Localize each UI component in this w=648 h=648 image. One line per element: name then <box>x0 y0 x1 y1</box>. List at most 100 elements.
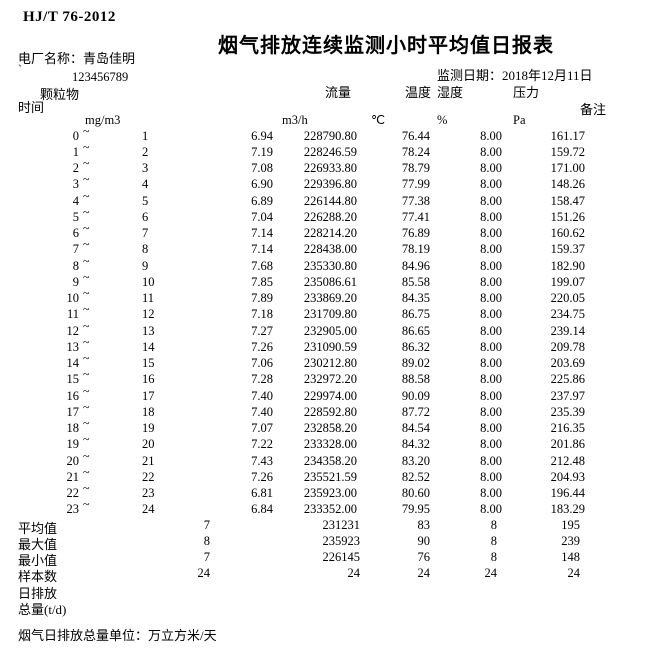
table-row: 8 ~ 9 7.68 235330.80 84.96 8.00 182.90 <box>0 254 648 275</box>
unit-pressure: Pa <box>513 113 526 127</box>
hour-end: 16 <box>142 372 155 387</box>
hour-end: 18 <box>142 404 155 419</box>
summary-humidity-value: 8 <box>490 550 497 565</box>
humidity-value: 8.00 <box>480 421 502 435</box>
summary-flow-value: 24 <box>347 566 361 581</box>
summary-humidity-value: 8 <box>490 517 497 532</box>
tilde-separator: ~ <box>83 302 90 317</box>
flow-value: 230212.80 <box>303 356 357 370</box>
humidity-value: 8.00 <box>480 226 502 240</box>
humidity-value: 8.00 <box>480 161 502 175</box>
humidity-value: 8.00 <box>480 274 502 289</box>
humidity-value: 8.00 <box>480 339 502 354</box>
summary-pressure-value: 239 <box>561 533 580 548</box>
flow-value: 229396.80 <box>303 177 357 192</box>
humidity-value: 8.00 <box>480 356 502 370</box>
hour-start: 4 <box>72 193 79 208</box>
table-row: 15 ~ 16 7.28 232972.20 88.58 8.00 225.86 <box>0 367 648 388</box>
hour-start: 18 <box>66 421 80 435</box>
flow-value: 233328.00 <box>303 437 357 452</box>
pm-value: 7.26 <box>251 469 273 484</box>
flow-value: 229974.00 <box>303 388 357 403</box>
flow-value: 228592.80 <box>303 404 357 419</box>
plant-code: 123456789 <box>72 70 129 84</box>
column-header-flow: 流量 <box>325 85 352 100</box>
summary-temperature-value: 90 <box>417 533 431 548</box>
hour-end: 8 <box>142 242 149 257</box>
table-row: 4 ~ 5 6.89 226144.80 77.38 8.00 158.47 <box>0 189 648 210</box>
hour-start: 7 <box>72 242 79 257</box>
pressure-value: 239.14 <box>550 323 585 338</box>
temperature-value: 86.32 <box>401 339 430 354</box>
hour-start: 15 <box>66 372 80 387</box>
humidity-value: 8.00 <box>480 128 502 143</box>
monitor-date: 监测日期：2018年12月11日 <box>437 68 593 83</box>
summary-label: 日排放 <box>18 585 58 601</box>
summary-flow-value: 235923 <box>322 533 361 548</box>
flow-value: 228438.00 <box>303 242 357 257</box>
hour-end: 12 <box>142 307 155 322</box>
hour-start: 23 <box>66 502 80 517</box>
flow-value: 232858.20 <box>303 421 357 435</box>
tilde-separator: ~ <box>83 399 90 414</box>
pm-value: 6.81 <box>251 486 273 500</box>
summary-pressure-value: 148 <box>561 550 580 565</box>
temperature-value: 78.19 <box>401 242 430 257</box>
flow-value: 228790.80 <box>303 128 357 143</box>
flow-value: 226933.80 <box>303 161 357 175</box>
tilde-separator: ~ <box>83 351 90 365</box>
hour-start: 9 <box>72 274 79 289</box>
hour-end: 14 <box>142 339 155 354</box>
hour-start: 17 <box>66 404 80 419</box>
summary-row: 总量(t/d) <box>0 599 648 617</box>
temperature-value: 76.89 <box>401 226 430 240</box>
hour-start: 14 <box>66 356 80 370</box>
summary-label: 总量(t/d) <box>18 602 67 617</box>
humidity-value: 8.00 <box>480 323 502 338</box>
hour-start: 11 <box>66 307 79 322</box>
summary-pm-value: 7 <box>203 550 210 565</box>
temperature-value: 78.24 <box>401 144 430 159</box>
table-row: 13 ~ 14 7.26 231090.59 86.32 8.00 209.78 <box>0 335 648 356</box>
pressure-value: 158.47 <box>550 193 585 208</box>
flow-value: 232905.00 <box>303 323 357 338</box>
hour-start: 22 <box>66 486 80 500</box>
humidity-value: 8.00 <box>480 144 502 159</box>
hour-start: 0 <box>72 128 79 143</box>
hour-end: 7 <box>142 226 149 240</box>
temperature-value: 86.75 <box>401 307 430 322</box>
temperature-value: 79.95 <box>401 502 430 517</box>
hour-end: 19 <box>142 421 155 435</box>
pressure-value: 183.29 <box>550 502 585 517</box>
tilde-separator: ~ <box>83 334 90 349</box>
unit-humidity: % <box>437 113 448 127</box>
humidity-value: 8.00 <box>480 404 502 419</box>
hour-end: 10 <box>142 274 155 289</box>
tilde-separator: ~ <box>83 416 90 430</box>
hour-end: 22 <box>142 469 155 484</box>
summary-label: 样本数 <box>18 569 58 585</box>
pm-value: 7.14 <box>251 242 273 257</box>
summary-pm-value: 24 <box>197 566 211 581</box>
pressure-value: 161.17 <box>550 128 585 143</box>
humidity-value: 8.00 <box>480 372 502 387</box>
pm-value: 7.27 <box>251 323 273 338</box>
summary-humidity-value: 8 <box>490 533 497 548</box>
humidity-value: 8.00 <box>480 258 502 273</box>
hour-end: 3 <box>142 161 149 175</box>
column-header-pm: 颗粒物 <box>40 87 80 102</box>
tilde-separator: ~ <box>83 221 90 235</box>
temperature-value: 85.58 <box>401 274 430 289</box>
summary-label: 最小值 <box>18 553 58 569</box>
pm-value: 6.89 <box>251 193 273 208</box>
humidity-value: 8.00 <box>480 291 502 305</box>
pressure-value: 151.26 <box>550 209 585 224</box>
pressure-value: 234.75 <box>550 307 585 322</box>
pm-value: 6.84 <box>251 502 273 517</box>
pressure-value: 225.86 <box>550 372 585 387</box>
hour-end: 5 <box>142 193 149 208</box>
table-row: 3 ~ 4 6.90 229396.80 77.99 8.00 148.26 <box>0 172 648 193</box>
column-header-humidity: 湿度 <box>437 85 464 100</box>
pm-value: 7.43 <box>251 453 273 468</box>
hour-end: 2 <box>142 144 149 159</box>
